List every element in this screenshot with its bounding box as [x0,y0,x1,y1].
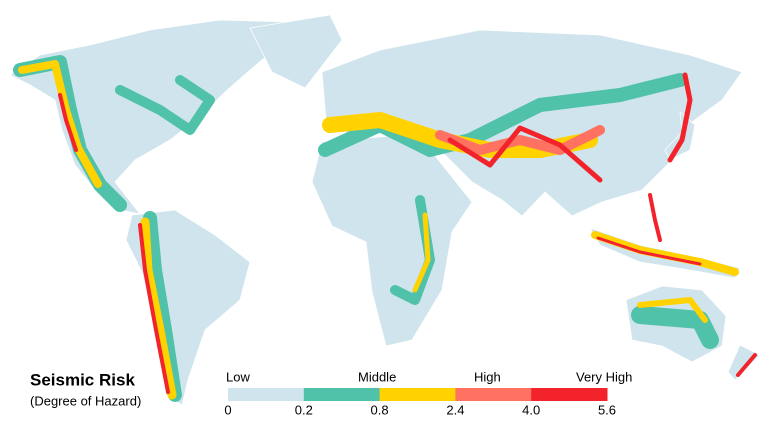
level-label: Low [226,369,250,384]
legend-segment [379,388,456,401]
hazard-zones [13,55,757,402]
legend-segment [303,388,381,401]
level-label: Middle [358,369,396,384]
legend-tick-label: 5.6 [598,402,616,417]
legend-segment [455,388,532,401]
legend-tick-label: 0.2 [295,402,313,417]
legend-subtitle: (Degree of Hazard) [30,393,141,408]
legend-segment [228,388,305,401]
level-label: High [474,369,501,384]
legend-segment [531,388,608,401]
level-label: Very High [576,369,632,384]
legend-tick-label: 0.8 [371,402,389,417]
legend-tick-label: 4.0 [522,402,540,417]
legend: Seismic Risk (Degree of Hazard) Low Midd… [30,369,632,408]
legend-tick-label: 2.4 [446,402,464,417]
legend-title: Seismic Risk [30,370,135,389]
legend-tick-label: 0 [224,402,231,417]
